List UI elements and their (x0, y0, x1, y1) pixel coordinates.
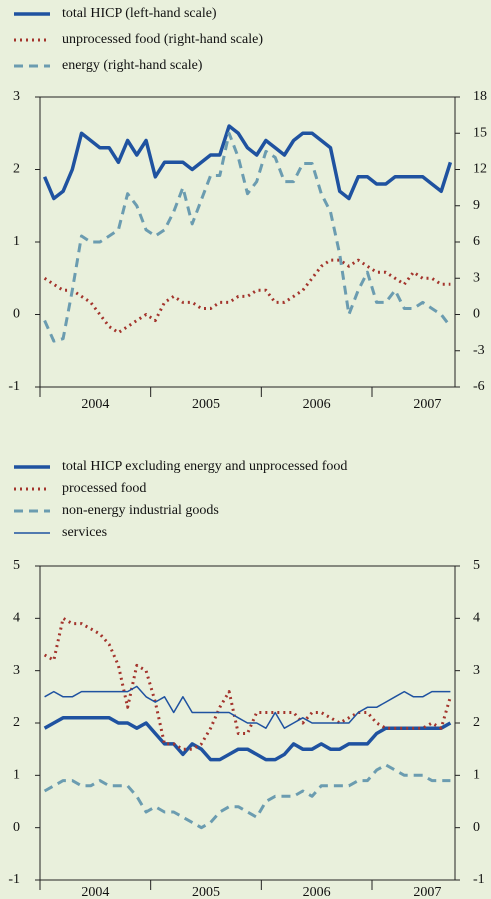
legend-label: energy (right-hand scale) (62, 58, 203, 73)
series-line (42, 124, 453, 201)
y-tick-label: 0 (13, 307, 20, 322)
y2-tick-label: 4 (473, 611, 480, 626)
series-line (43, 131, 452, 343)
x-tick-label: 2006 (303, 397, 331, 412)
legend-label: total HICP (left-hand scale) (62, 6, 217, 21)
legend-label: processed food (62, 481, 146, 496)
y2-tick-label: -1 (473, 872, 485, 887)
y2-tick-label: 5 (473, 558, 480, 573)
y-tick-label: 0 (13, 820, 20, 835)
y-tick-label: 5 (13, 558, 20, 573)
y2-tick-label: 2 (473, 715, 480, 730)
legend-label: services (62, 525, 107, 540)
y-tick-label: 2 (13, 162, 20, 177)
y-tick-label: 3 (13, 663, 20, 678)
y-tick-label: 4 (13, 611, 20, 626)
y2-tick-label: -3 (473, 343, 485, 358)
y-tick-label: 1 (13, 234, 20, 249)
x-tick-label: 2004 (81, 885, 109, 899)
x-tick-label: 2005 (192, 885, 220, 899)
y2-tick-label: 0 (473, 307, 480, 322)
y-tick-label: 1 (13, 768, 20, 783)
y2-tick-label: 9 (473, 198, 480, 213)
y2-tick-label: 3 (473, 663, 480, 678)
y2-tick-label: 18 (473, 89, 487, 104)
x-tick-label: 2007 (413, 885, 441, 899)
series-line (43, 616, 452, 751)
series-line (43, 763, 451, 830)
y2-tick-label: -6 (473, 379, 485, 394)
y2-tick-label: 6 (473, 234, 480, 249)
y-tick-label: -1 (8, 379, 20, 394)
x-tick-label: 2005 (192, 397, 220, 412)
x-tick-label: 2007 (413, 397, 441, 412)
x-tick-label: 2006 (303, 885, 331, 899)
legend-label: non-energy industrial goods (62, 503, 219, 518)
y-tick-label: 2 (13, 715, 20, 730)
y2-tick-label: 15 (473, 125, 487, 140)
y2-tick-label: 12 (473, 162, 487, 177)
legend-label: unprocessed food (right-hand scale) (62, 32, 263, 47)
y-tick-label: 3 (13, 89, 20, 104)
x-tick-label: 2004 (81, 397, 109, 412)
series-line (43, 716, 452, 762)
y2-tick-label: 0 (473, 820, 480, 835)
legend-label: total HICP excluding energy and unproces… (62, 459, 347, 474)
y2-tick-label: 1 (473, 768, 480, 783)
y-tick-label: -1 (8, 872, 20, 887)
series-line (44, 685, 451, 729)
y2-tick-label: 3 (473, 270, 480, 285)
